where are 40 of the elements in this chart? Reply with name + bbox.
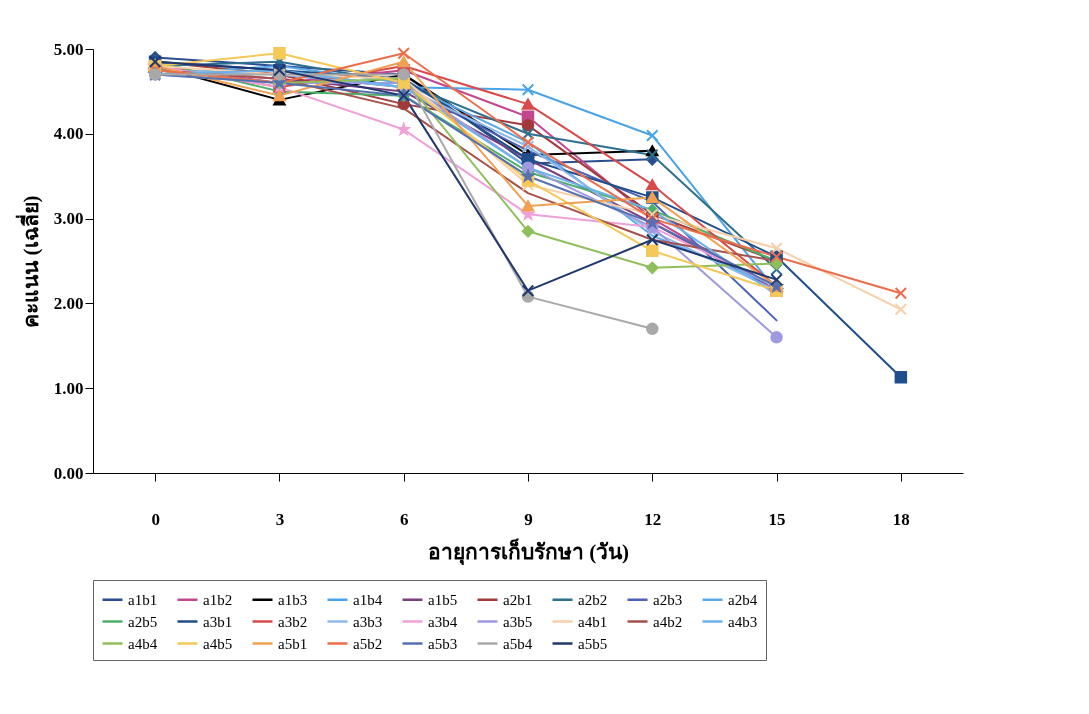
legend-label: a5b4 bbox=[503, 635, 533, 652]
legend-label: a2b5 bbox=[128, 613, 158, 630]
legend-label: a3b5 bbox=[503, 613, 533, 630]
y-tick-label: 5.00 bbox=[53, 39, 84, 59]
x-tick-label: 15 bbox=[768, 509, 786, 529]
y-tick-label: 0.00 bbox=[53, 463, 84, 483]
legend-label: a3b1 bbox=[203, 613, 233, 630]
legend-label: a4b2 bbox=[653, 613, 683, 630]
legend-label: a2b3 bbox=[653, 591, 683, 608]
legend-label: a4b3 bbox=[728, 613, 758, 630]
legend-label: a5b1 bbox=[278, 635, 308, 652]
legend-label: a5b5 bbox=[578, 635, 608, 652]
legend-label: a2b4 bbox=[728, 591, 758, 608]
x-tick-label: 12 bbox=[644, 509, 662, 529]
y-tick-label: 1.00 bbox=[53, 378, 84, 398]
legend-label: a1b3 bbox=[278, 591, 308, 608]
x-axis-title: อายุการเก็บรักษา (วัน) bbox=[427, 537, 630, 566]
x-tick-label: 0 bbox=[151, 509, 160, 529]
legend-label: a1b2 bbox=[203, 591, 233, 608]
legend-label: a1b1 bbox=[128, 591, 158, 608]
x-tick-label: 18 bbox=[892, 509, 910, 529]
legend-label: a3b4 bbox=[428, 613, 458, 630]
y-tick-label: 4.00 bbox=[53, 124, 84, 144]
y-axis-title: คะแนน (เฉลี่ย) bbox=[14, 195, 43, 328]
legend-label: a3b2 bbox=[278, 613, 308, 630]
legend-label: a3b3 bbox=[353, 613, 383, 630]
legend-label: a4b4 bbox=[128, 635, 158, 652]
legend-label: a5b2 bbox=[353, 635, 383, 652]
legend-label: a2b2 bbox=[578, 591, 608, 608]
legend-label: a5b3 bbox=[428, 635, 458, 652]
legend-label: a1b5 bbox=[428, 591, 458, 608]
legend-label: a4b5 bbox=[203, 635, 233, 652]
legend-label: a1b4 bbox=[353, 591, 383, 608]
x-tick-label: 3 bbox=[275, 509, 285, 529]
x-tick-label: 6 bbox=[399, 509, 409, 529]
x-tick-label: 9 bbox=[524, 509, 533, 529]
legend-label: a4b1 bbox=[578, 613, 608, 630]
legend-label: a2b1 bbox=[503, 591, 533, 608]
y-tick-label: 2.00 bbox=[53, 293, 84, 313]
y-tick-label: 3.00 bbox=[53, 209, 84, 229]
